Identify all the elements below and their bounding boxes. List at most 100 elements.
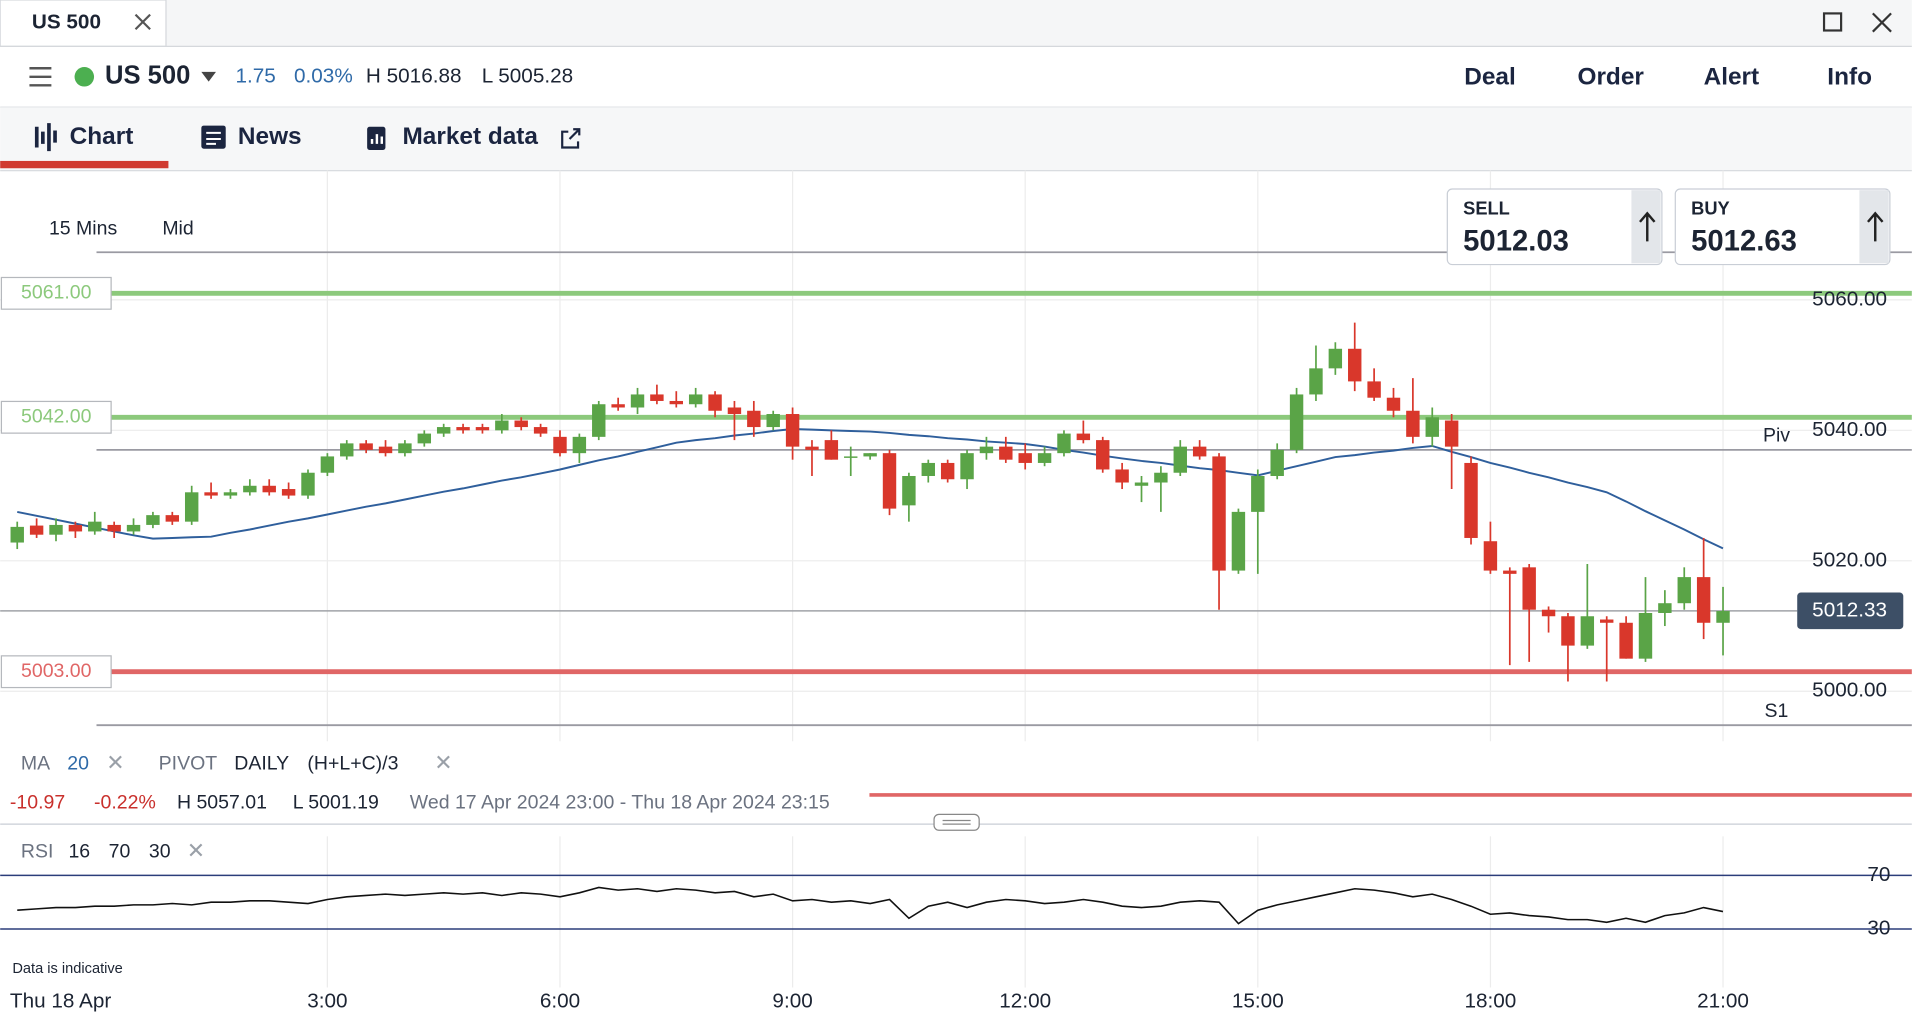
candle-body — [88, 521, 102, 532]
candle-body — [1328, 348, 1343, 369]
candle-body — [126, 524, 141, 532]
candle-body — [1716, 611, 1730, 623]
period-change: -10.97 — [10, 792, 65, 814]
candle-body — [1658, 603, 1672, 613]
x-tick-label: 12:00 — [999, 990, 1051, 1013]
candle-body — [979, 446, 994, 454]
candle-body — [1696, 577, 1711, 623]
rsi-upper: 70 — [109, 840, 131, 862]
rsi-layer: 30 70 — [0, 863, 1912, 939]
day-high: H 5016.88 — [366, 64, 462, 87]
remove-rsi[interactable]: ✕ — [187, 838, 205, 863]
level-label: 5061.00 — [21, 281, 92, 303]
interval[interactable]: 15 Mins — [49, 217, 118, 239]
candle-body — [1425, 417, 1439, 437]
candle-body — [1154, 472, 1168, 483]
rsi-tick-label: 70 — [1867, 863, 1890, 886]
tab-chart[interactable]: Chart — [70, 123, 134, 150]
level-label: 5042.00 — [21, 405, 92, 427]
candle-body — [882, 453, 897, 509]
period-high: H 5057.01 — [177, 792, 267, 814]
price-type[interactable]: Mid — [162, 217, 193, 239]
candle-body — [223, 492, 238, 496]
candle-body — [1212, 456, 1226, 571]
sell-arrow-bg — [1631, 190, 1661, 264]
buy-box-frame[interactable] — [1674, 188, 1891, 266]
candle-body — [514, 420, 528, 428]
instrument[interactable]: US 500 — [105, 62, 190, 90]
candle-body — [844, 456, 858, 458]
candle-body — [533, 427, 548, 434]
level-tag — [0, 276, 112, 310]
info[interactable]: Info — [1827, 63, 1872, 90]
candle-body — [1406, 410, 1420, 437]
x-tick-label: 15:00 — [1232, 990, 1284, 1013]
candle-body — [805, 446, 819, 450]
window-tab[interactable] — [0, 0, 167, 47]
maximize[interactable] — [1822, 12, 1843, 32]
close-window[interactable] — [1872, 12, 1892, 33]
alert[interactable]: Alert — [1704, 63, 1760, 90]
rsi-lower: 30 — [149, 840, 171, 862]
candle-body — [10, 526, 24, 543]
deal[interactable]: Deal — [1464, 63, 1516, 90]
period-range: Wed 17 Apr 2024 23:00 - Thu 18 Apr 2024 … — [410, 792, 830, 814]
order[interactable]: Order — [1577, 63, 1644, 90]
external-link-icon[interactable] — [561, 128, 581, 149]
period-change-pct: -0.22% — [94, 792, 156, 814]
candle-body — [262, 485, 276, 493]
window-tab-title[interactable]: US 500 — [32, 11, 101, 34]
level-tag — [0, 400, 112, 434]
candle-body — [184, 492, 199, 522]
candle-body — [592, 404, 606, 437]
summary-bg — [3, 786, 865, 821]
day-low: L 5005.28 — [482, 64, 573, 87]
candle-body — [1503, 570, 1517, 574]
candle-body — [766, 414, 780, 428]
rsi-period: 16 — [68, 840, 90, 862]
x-tick-label: 18:00 — [1464, 990, 1516, 1013]
tabs-bar — [0, 107, 1912, 171]
menu[interactable] — [29, 67, 52, 87]
resize-grip — [942, 819, 971, 825]
tab-bar — [0, 0, 1912, 47]
candle-body — [1037, 453, 1052, 463]
status-dot — [74, 67, 95, 87]
x-tick-label: 21:00 — [1697, 990, 1749, 1013]
sell-label[interactable]: SELL — [1463, 198, 1510, 219]
candle-body — [146, 515, 160, 525]
candle-body — [1076, 433, 1091, 441]
sell-box[interactable]: SELL 5012.03 — [1446, 188, 1663, 266]
remove-pivot[interactable]: ✕ — [434, 750, 452, 775]
buy-price[interactable]: 5012.63 — [1691, 225, 1797, 257]
pivot-period: DAILY — [234, 753, 289, 775]
buy-label[interactable]: BUY — [1691, 198, 1730, 219]
x-tick-label: 3:00 — [307, 990, 347, 1013]
candle-body — [863, 453, 877, 457]
candle-body — [475, 427, 490, 431]
tab-market-data[interactable]: Market data — [403, 123, 539, 150]
candle-body — [1231, 511, 1246, 571]
candle-body — [204, 492, 218, 496]
grid-layer — [0, 170, 1912, 988]
tab-news[interactable]: News — [238, 123, 302, 150]
sell-price[interactable]: 5012.03 — [1463, 225, 1569, 257]
rsi-label: RSI — [21, 840, 54, 862]
remove-ma[interactable]: ✕ — [106, 750, 124, 775]
candle-body — [1134, 482, 1149, 486]
buy-box[interactable]: BUY 5012.63 — [1674, 188, 1891, 266]
sell-box-frame[interactable] — [1446, 188, 1663, 266]
dropdown[interactable] — [201, 71, 216, 82]
close-tab[interactable] — [134, 13, 151, 31]
resize-handle[interactable] — [933, 813, 980, 831]
y-tick-label: 5040.00 — [1812, 418, 1887, 441]
candle-body — [1619, 622, 1633, 659]
candle-body — [960, 453, 974, 480]
candle-body — [243, 485, 257, 493]
candle-body — [1057, 433, 1071, 454]
x-tick-label: 6:00 — [540, 990, 580, 1013]
ma-period[interactable]: 20 — [67, 753, 89, 775]
candle-body — [1580, 616, 1595, 646]
candle-body — [553, 436, 567, 454]
